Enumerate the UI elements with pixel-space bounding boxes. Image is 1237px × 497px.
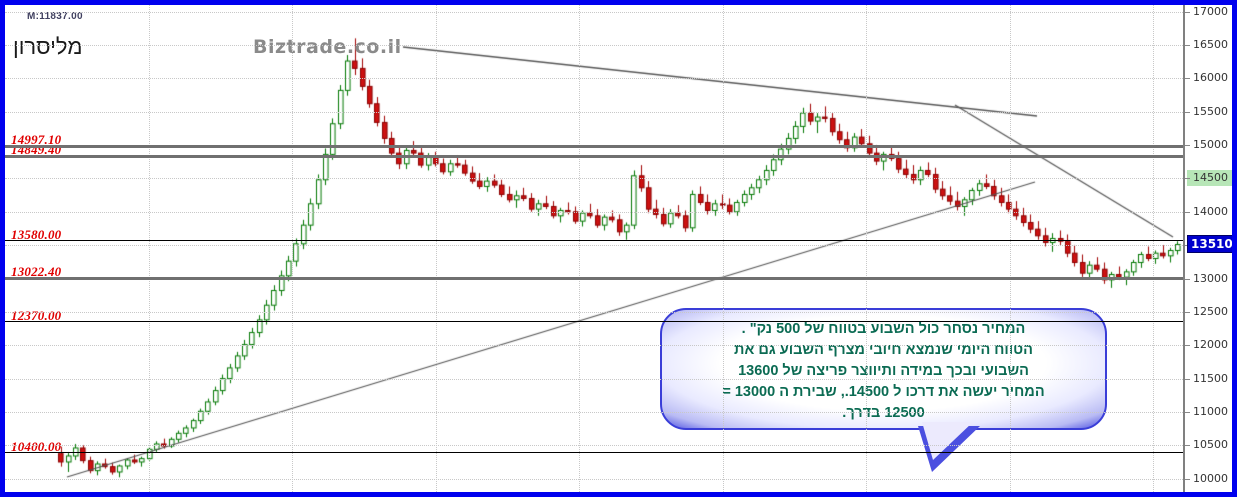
price-level-line <box>5 239 1183 241</box>
axis-tick: 12000 <box>1193 338 1228 352</box>
axis-tickmark <box>1185 45 1190 47</box>
axis-tickmark <box>1185 178 1190 180</box>
callout-line-4: המחיר יעשה את דרכו ל 14500., שבירת ה 130… <box>722 384 1045 400</box>
price-highlight-band <box>1187 170 1232 187</box>
price-level-line <box>5 320 1183 322</box>
callout-line-1: המחיר נסחר כול השבוע בטווח של 500 נק" . <box>741 321 1026 337</box>
axis-tickmark <box>1185 11 1190 13</box>
axis-tick: 15500 <box>1193 104 1228 118</box>
m-value-label: M:11837.00 <box>27 11 83 22</box>
axis-tickmark <box>1185 211 1190 213</box>
watermark-label: Biztrade.co.il <box>253 36 402 58</box>
axis-tick: 10000 <box>1193 471 1228 485</box>
axis-tickmark <box>1185 478 1190 480</box>
callout-line-5: 12500 בדרך. <box>842 405 925 421</box>
axis-tick: 11500 <box>1193 371 1228 385</box>
callout-text: המחיר נסחר כול השבוע בטווח של 500 נק" . … <box>674 319 1093 424</box>
axis-tickmark <box>1185 145 1190 147</box>
axis-tick: 10500 <box>1193 438 1228 452</box>
price-level-line <box>5 451 1183 453</box>
price-level-label: 14997.10 <box>11 132 62 148</box>
axis-tick: 11000 <box>1193 404 1228 418</box>
chart-plot-area[interactable]: M:11837.00 מליסרון Biztrade.co.il 14997.… <box>5 5 1183 492</box>
axis-tickmark <box>1185 111 1190 113</box>
axis-tick: 16500 <box>1193 38 1228 52</box>
price-level-label: 10400.00 <box>11 438 62 454</box>
axis-tickmark <box>1185 345 1190 347</box>
axis-tick: 16000 <box>1193 71 1228 85</box>
axis-tick: 15000 <box>1193 138 1228 152</box>
callout-bubble <box>660 308 1107 430</box>
axis-tickmark <box>1185 411 1190 413</box>
axis-tick: 12500 <box>1193 304 1228 318</box>
axis-tick: 17000 <box>1193 5 1228 18</box>
axis-tickmark <box>1185 311 1190 313</box>
axis-tickmark <box>1185 378 1190 380</box>
axis-tick: 13000 <box>1193 271 1228 285</box>
price-level-label: 12370.00 <box>11 307 62 323</box>
page-title: מליסרון <box>13 34 83 59</box>
axis-tickmark <box>1185 278 1190 280</box>
price-level-line <box>5 145 1183 149</box>
axis-tickmark <box>1185 445 1190 447</box>
price-axis[interactable]: 1700016500160001550015000145001400013500… <box>1183 5 1232 492</box>
price-level-line <box>5 155 1183 159</box>
price-level-line <box>5 277 1183 281</box>
axis-tick: 14500 <box>1193 171 1228 185</box>
callout-line-3: השבועי ובכך במידה ותיווצר פריצה של 13600 <box>738 363 1029 379</box>
axis-tickmark <box>1185 78 1190 80</box>
analysis-callout[interactable]: המחיר נסחר כול השבוע בטווח של 500 נק" . … <box>660 308 1107 472</box>
callout-line-2: הטווח היומי שנמצא חיובי מצרף השבוע גם את <box>734 342 1033 358</box>
axis-tick: 14000 <box>1193 204 1228 218</box>
current-price-tag: 13510 <box>1187 235 1232 254</box>
price-level-label: 13580.00 <box>11 226 62 242</box>
callout-tail-inner <box>922 422 973 460</box>
price-level-label: 13022.40 <box>11 264 62 280</box>
